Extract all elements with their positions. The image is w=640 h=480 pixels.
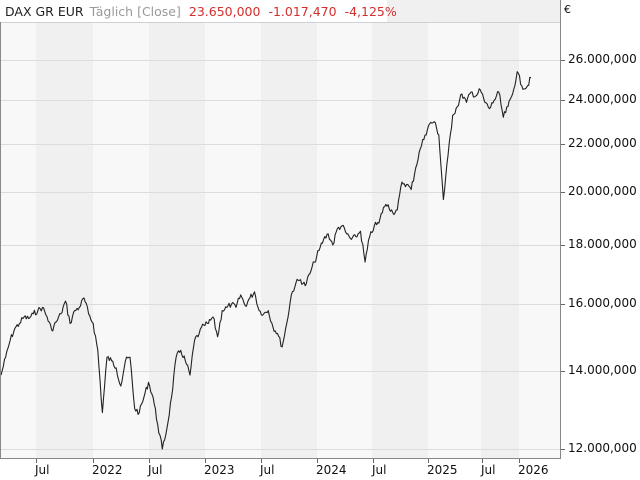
y-axis-label: 20.000,000 — [568, 183, 637, 198]
header-strip-background — [387, 0, 561, 22]
x-axis-label: Jul — [372, 463, 387, 477]
y-axis-label: 14.000,000 — [568, 363, 637, 378]
y-axis-label: 18.000,000 — [568, 237, 637, 251]
x-axis-label: 2022 — [92, 463, 123, 477]
x-axis-label: Jul — [481, 463, 496, 477]
time-bands — [36, 23, 519, 458]
instrument-name[interactable]: DAX GR EUR — [5, 3, 84, 19]
currency-label: € — [564, 3, 571, 16]
last-price: 23.650,000 — [188, 3, 261, 19]
x-axis-label: Jul — [148, 463, 163, 477]
time-band — [261, 23, 317, 458]
y-tick-marks — [561, 60, 565, 450]
y-axis-label: 24.000,000 — [568, 92, 637, 107]
y-axis-label: 16.000,000 — [568, 296, 637, 311]
price-line — [0, 71, 532, 450]
time-band — [149, 23, 205, 458]
chart-header: DAX GR EUR Täglich [Close] 23.650,000 -1… — [0, 0, 397, 22]
x-axis-label: 2024 — [316, 463, 347, 477]
period-label[interactable]: Täglich [Close] — [89, 3, 181, 19]
x-axis-label: 2026 — [518, 463, 549, 477]
y-axis-label: 26.000,000 — [568, 52, 637, 66]
x-tick-marks — [36, 459, 520, 463]
time-band — [372, 23, 428, 458]
x-axis-label: Jul — [35, 463, 50, 477]
x-axis-label: 2023 — [204, 463, 235, 477]
change-percent: -4,125% — [344, 3, 397, 19]
change-absolute: -1.017,470 — [268, 3, 337, 19]
time-band — [36, 23, 93, 458]
x-axis-label: 2025 — [427, 463, 458, 477]
time-band — [481, 23, 519, 458]
y-axis-label: 12.000,000 — [568, 441, 637, 455]
y-axis-label: 22.000,000 — [568, 136, 637, 151]
x-axis-label: Jul — [260, 463, 275, 477]
